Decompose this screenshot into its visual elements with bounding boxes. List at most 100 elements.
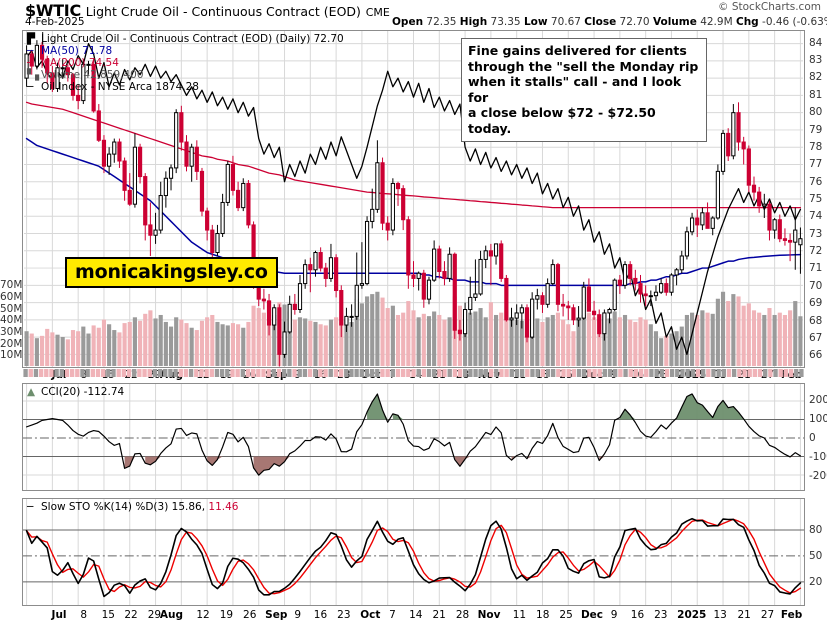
legend-row-volume: ▘▖Volume 42,859,400 bbox=[27, 69, 344, 81]
price-plot-area bbox=[23, 31, 804, 367]
mountain-icon: ▲ bbox=[27, 386, 36, 398]
annotation-line-2: through the "sell the Monday rip bbox=[468, 58, 699, 74]
legend-row-ma50: ─ MA(50) 71.78 bbox=[27, 45, 344, 57]
x-axis-date-label: 11 bbox=[512, 609, 527, 621]
price-axis-tick: 83 bbox=[809, 54, 823, 67]
low-label: Low bbox=[523, 16, 548, 28]
annotation-line-4: a close below $72 - $72.50 today. bbox=[468, 105, 656, 136]
x-axis-date-label: Feb bbox=[780, 609, 803, 621]
cci-axis-tick: -100 bbox=[809, 450, 827, 463]
volume-value: 42.9M bbox=[700, 16, 733, 28]
x-axis-date-label: 29 bbox=[147, 609, 162, 621]
chart-header: $WTIC Light Crude Oil - Continuous Contr… bbox=[0, 0, 827, 28]
x-axis-date-label: Dec bbox=[580, 609, 604, 621]
x-axis-date-label: 7 bbox=[389, 609, 396, 621]
price-axis-tick: 75 bbox=[809, 193, 823, 205]
high-label: High bbox=[459, 16, 488, 28]
x-axis-date-label: 19 bbox=[219, 609, 234, 621]
price-axis-tick: 79 bbox=[809, 123, 823, 136]
x-axis-date-label: 8 bbox=[80, 609, 88, 621]
legend-label-sto-k: Slow STO %K(14) %D(3) 15.86, bbox=[41, 501, 206, 513]
x-axis-date-label: 25 bbox=[559, 609, 573, 621]
x-axis-date-label: 16 bbox=[313, 609, 328, 621]
x-axis-date-label: 23 bbox=[654, 609, 668, 621]
x-axis-date-label: Nov bbox=[477, 609, 501, 621]
price-axis-tick: 68 bbox=[809, 314, 823, 327]
volume-axis-tick: 70M bbox=[0, 279, 23, 292]
price-axis-tick: 76 bbox=[809, 175, 823, 188]
legend-row-sto: ─ Slow STO %K(14) %D(3) 15.86, 11.46 bbox=[27, 501, 238, 513]
price-axis-tick: 84 bbox=[809, 36, 823, 49]
x-axis-date-label: 16 bbox=[630, 609, 645, 621]
close-value: 72.70 bbox=[619, 16, 650, 28]
sto-plot-area bbox=[23, 499, 804, 605]
symbol-ticker: $WTIC bbox=[25, 1, 81, 20]
x-axis-date-label: 21 bbox=[737, 609, 751, 621]
volume-axis-tick: 10M bbox=[0, 349, 23, 362]
x-axis-date-label: 2025 bbox=[677, 609, 707, 621]
annotation-line-1: Fine gains delivered for clients bbox=[468, 43, 687, 58]
volume-axis-tick: 40M bbox=[0, 314, 23, 327]
x-axis-date-label: Jul bbox=[51, 609, 67, 621]
x-axis-date-label: 9 bbox=[294, 609, 302, 621]
sto-axis-tick: 80 bbox=[809, 523, 823, 536]
high-value: 73.35 bbox=[490, 16, 521, 28]
price-axis-tick: 66 bbox=[809, 349, 823, 362]
x-axis-date-label: Dec bbox=[580, 369, 604, 381]
close-label: Close bbox=[584, 16, 617, 28]
legend-label-ma50: MA(50) 71.78 bbox=[41, 45, 113, 57]
legend-label-sto-d: 11.46 bbox=[208, 501, 239, 513]
x-axis-date-label: 18 bbox=[536, 609, 550, 621]
low-value: 70.67 bbox=[550, 16, 581, 28]
copyright-label: © StockCharts.com bbox=[718, 1, 821, 13]
quote-summary: Open 72.35 High 73.35 Low 70.67 Close 72… bbox=[392, 16, 827, 28]
volume-axis-tick: 30M bbox=[0, 326, 23, 338]
legend-label-cci: CCI(20) -112.74 bbox=[41, 386, 125, 398]
line-swatch-icon-sto: ─ bbox=[27, 501, 34, 513]
x-axis-date-label: 12 bbox=[196, 609, 210, 621]
line-swatch-icon-ma200: ─ bbox=[27, 57, 34, 69]
volume-axis-tick: 60M bbox=[0, 291, 23, 303]
stochastic-indicator-panel[interactable]: ─ Slow STO %K(14) %D(3) 15.86, 11.46 bbox=[22, 498, 805, 606]
price-chart-panel[interactable]: ▛▕Light Crude Oil - Continuous Contract … bbox=[22, 30, 805, 368]
sto-axis-tick: 20 bbox=[809, 576, 823, 589]
watermark-label: monicakingsley.co bbox=[65, 257, 278, 288]
legend-row-ma200: ─ MA(200) 74.54 bbox=[27, 57, 344, 69]
x-axis-date-label: 13 bbox=[713, 609, 727, 621]
price-axis-tick: 78 bbox=[809, 140, 823, 153]
volume-label: Volume bbox=[652, 16, 697, 28]
price-axis-tick: 77 bbox=[809, 158, 823, 171]
legend-label-price: Light Crude Oil - Continuous Contract (E… bbox=[41, 33, 344, 45]
sto-legend: ─ Slow STO %K(14) %D(3) 15.86, 11.46 bbox=[27, 501, 238, 513]
price-axis-tick: 71 bbox=[809, 262, 823, 275]
legend-label-oilindex: Oil Index - NYSE Arca 1874.28 bbox=[41, 81, 199, 93]
price-axis-tick: 67 bbox=[809, 331, 823, 344]
cci-axis-tick: -200 bbox=[809, 469, 827, 482]
open-value: 72.35 bbox=[426, 16, 457, 28]
volume-bars-icon: ▘▖ bbox=[27, 69, 44, 81]
x-axis-date-label: 9 bbox=[610, 609, 618, 621]
x-axis-date-label: 26 bbox=[243, 609, 257, 621]
legend-label-ma200: MA(200) 74.54 bbox=[41, 57, 119, 69]
line-swatch-icon-ma50: ─ bbox=[27, 45, 34, 57]
x-axis-date-label: 22 bbox=[124, 609, 138, 621]
price-axis-tick: 73 bbox=[809, 227, 823, 240]
page-title: $WTIC Light Crude Oil - Continuous Contr… bbox=[25, 1, 390, 20]
quote-date: 4-Feb-2025 bbox=[25, 16, 85, 28]
cci-indicator-panel[interactable]: ▲ CCI(20) -112.74 bbox=[22, 383, 805, 491]
chg-label: Chg bbox=[735, 16, 759, 28]
annotation-callout: Fine gains delivered for clients through… bbox=[461, 38, 707, 142]
price-axis-tick: 80 bbox=[809, 106, 823, 119]
volume-axis-tick: 20M bbox=[0, 337, 23, 350]
cci-plot-area bbox=[23, 384, 804, 490]
sto-axis-tick: 50 bbox=[809, 550, 823, 562]
price-axis-tick: 69 bbox=[809, 297, 823, 310]
price-axis-tick: 70 bbox=[809, 279, 823, 292]
price-axis-tick: 81 bbox=[809, 88, 823, 101]
x-axis-date-label: 27 bbox=[760, 609, 775, 621]
cci-legend: ▲ CCI(20) -112.74 bbox=[27, 386, 124, 398]
x-axis-date-label: 28 bbox=[455, 609, 470, 621]
legend-row-cci: ▲ CCI(20) -112.74 bbox=[27, 386, 124, 398]
x-axis-date-label: Sep bbox=[265, 609, 288, 621]
x-axis-date-label: 14 bbox=[409, 609, 423, 621]
